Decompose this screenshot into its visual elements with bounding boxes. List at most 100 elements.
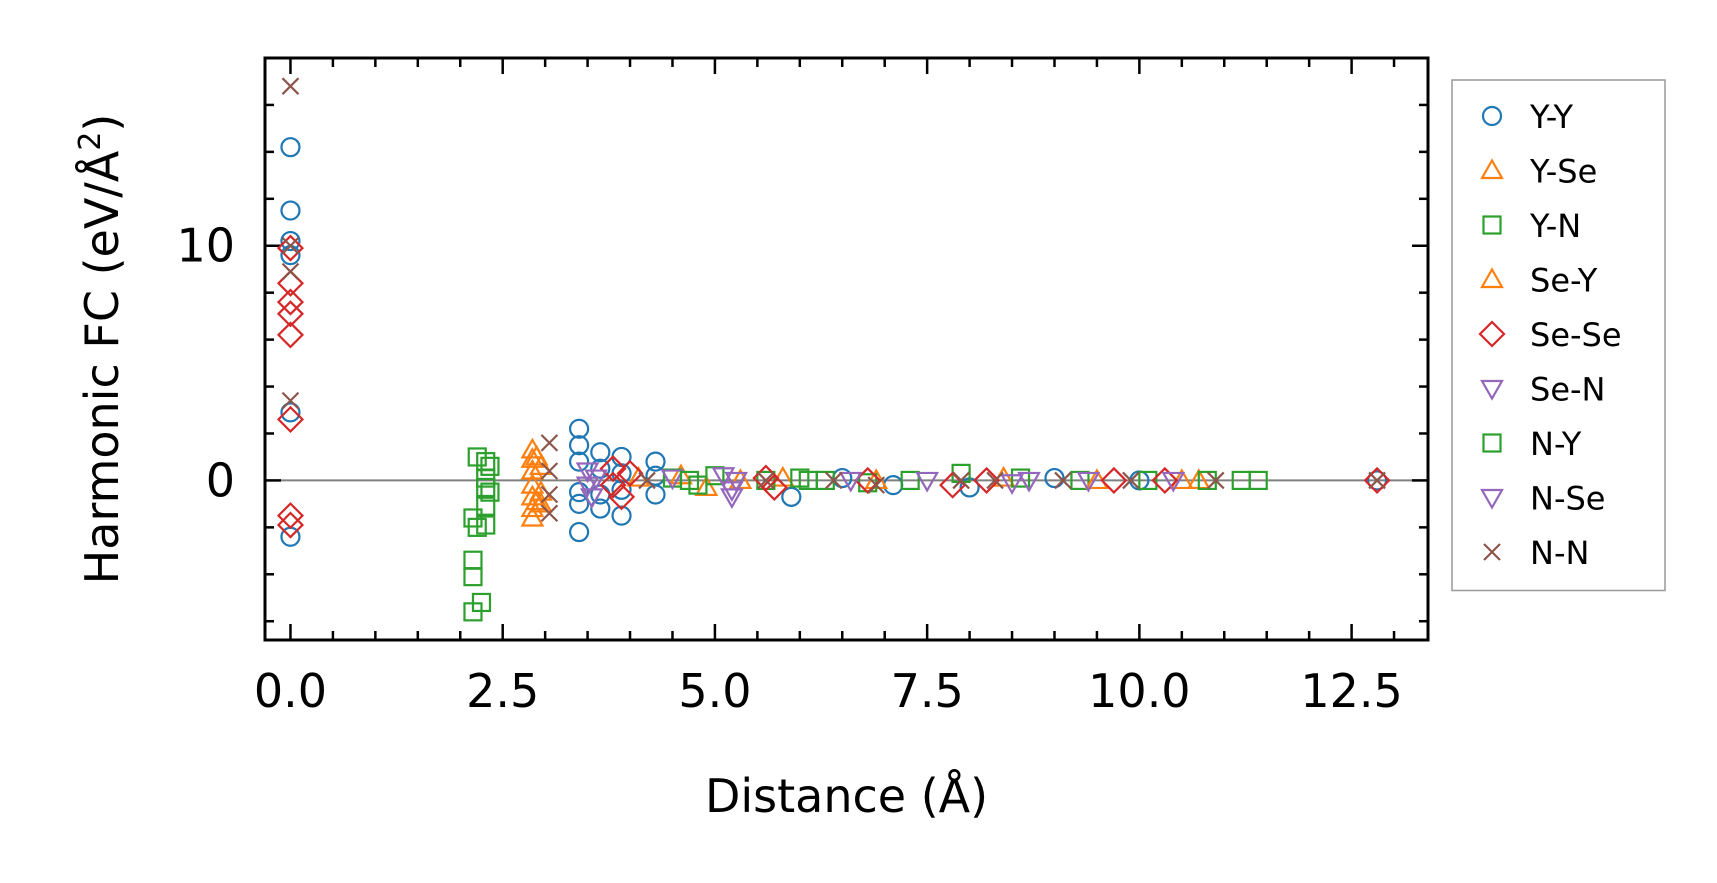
- data-point: [757, 471, 775, 490]
- data-point: [720, 488, 744, 510]
- data-point: [280, 200, 301, 221]
- data-point: [480, 482, 500, 502]
- data-point: [645, 484, 666, 505]
- x-tick-label: 0.0: [254, 664, 327, 718]
- data-point: [590, 442, 611, 463]
- legend-label: Y-Se: [1529, 153, 1597, 191]
- axis-ticks: 0.0 2.5 5.0 7.5 10.0 12.5 0 10: [176, 58, 1428, 718]
- legend-item: Se-Y: [1480, 262, 1598, 300]
- legend-marker: [1480, 267, 1504, 289]
- data-point: [540, 485, 559, 504]
- data-point: [276, 288, 305, 316]
- x-tick-label: 12.5: [1300, 664, 1402, 718]
- data-point: [276, 300, 305, 328]
- data-point: [281, 262, 300, 281]
- data-point: [540, 504, 559, 523]
- data-point: [568, 435, 590, 456]
- legend-item: Se-Se: [1478, 316, 1622, 354]
- data-point: [579, 488, 604, 510]
- data-point: [520, 472, 545, 494]
- series-n-n: [281, 77, 1386, 523]
- data-point: [824, 471, 843, 490]
- data-point: [838, 471, 863, 493]
- x-tick-label: 5.0: [678, 664, 751, 718]
- data-point: [1100, 466, 1128, 494]
- data-point: [1010, 468, 1031, 488]
- legend-label: Se-Se: [1530, 316, 1622, 354]
- series-se-n: [575, 462, 1186, 510]
- data-point: [728, 468, 753, 490]
- legend-label: N-Se: [1530, 480, 1605, 518]
- data-point: [798, 470, 818, 491]
- legend-item: Y-N: [1482, 207, 1581, 245]
- legend-item: N-Se: [1480, 480, 1605, 518]
- data-point: [520, 484, 545, 506]
- data-point: [520, 458, 545, 480]
- axis-labels: Distance (Å) Harmonic FC (eV/Å2): [73, 114, 988, 823]
- data-point: [607, 483, 636, 511]
- legend-item: N-N: [1483, 534, 1589, 572]
- data-point: [679, 470, 700, 491]
- data-point: [280, 402, 301, 423]
- legend-box: [1451, 79, 1666, 592]
- x-tick-label: 10.0: [1088, 664, 1190, 718]
- data-point: [1076, 471, 1101, 493]
- data-points: [276, 77, 1391, 622]
- data-point: [540, 434, 559, 452]
- legend-item: Se-N: [1480, 371, 1605, 409]
- legend-label: Y-Y: [1529, 98, 1574, 136]
- data-point: [724, 471, 749, 493]
- data-point: [1363, 466, 1391, 494]
- legend-label: N-Y: [1530, 425, 1582, 463]
- data-point: [1044, 467, 1065, 489]
- data-point: [616, 459, 644, 487]
- data-point: [524, 489, 549, 511]
- data-point: [584, 469, 608, 491]
- data-point: [1366, 470, 1388, 491]
- data-point: [986, 471, 1004, 490]
- data-point: [900, 470, 920, 491]
- x-tick-label: 2.5: [466, 664, 539, 718]
- data-point: [276, 321, 305, 349]
- data-point: [1017, 471, 1041, 493]
- axes-frame: [263, 56, 1430, 642]
- data-point: [590, 458, 611, 479]
- legend-label: Y-N: [1529, 207, 1581, 245]
- data-point: [476, 477, 496, 498]
- data-point: [645, 451, 666, 472]
- data-point: [280, 137, 301, 158]
- legend: Y-Y Y-Se Y-N Se-Y Se-Se Se-N N-Y N-Se N-N: [1451, 79, 1666, 592]
- legend-label: N-N: [1530, 534, 1589, 572]
- series-n-se: [584, 469, 1041, 493]
- y-axis-label-main: Harmonic FC (eV/Å: [75, 150, 129, 584]
- data-point: [1138, 470, 1158, 491]
- data-point: [568, 521, 590, 543]
- legend-label: Se-Y: [1530, 262, 1598, 300]
- data-point: [638, 471, 656, 490]
- data-point: [915, 471, 940, 493]
- legend-label: Se-N: [1530, 371, 1605, 409]
- legend-marker: [1482, 433, 1502, 453]
- data-point: [1151, 466, 1179, 494]
- data-point: [280, 230, 301, 252]
- data-point: [480, 456, 500, 476]
- data-point: [463, 567, 483, 587]
- data-point: [1054, 471, 1072, 490]
- data-point: [276, 405, 305, 433]
- y-tick-label: 10: [176, 219, 235, 273]
- data-point: [599, 455, 627, 483]
- legend-marker: [1478, 320, 1506, 348]
- data-point: [568, 451, 590, 472]
- data-point: [467, 517, 487, 537]
- legend-item: Y-Se: [1480, 153, 1597, 191]
- data-point: [1206, 471, 1225, 490]
- data-point: [1161, 471, 1186, 493]
- legend-marker: [1480, 379, 1504, 401]
- data-point: [1122, 471, 1140, 490]
- data-point: [524, 444, 549, 466]
- data-point: [590, 498, 611, 519]
- data-point: [611, 505, 632, 526]
- data-point: [867, 476, 885, 494]
- y-axis-label: Harmonic FC (eV/Å2): [73, 114, 129, 585]
